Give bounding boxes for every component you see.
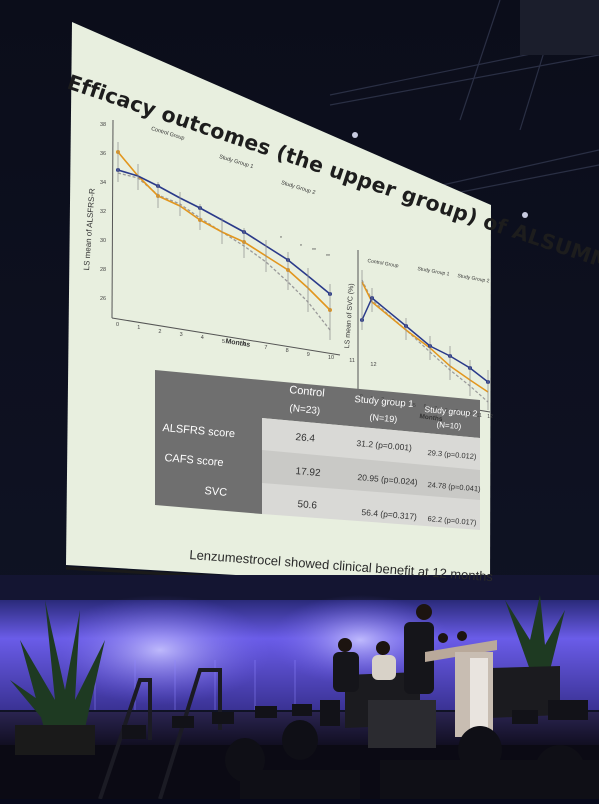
right-x-tick: 0 [360,394,363,400]
stair-rails [98,668,222,800]
svg-text:*: * [300,244,302,250]
panelist-back [457,631,467,641]
panelist-back [438,633,448,643]
svg-text:**: ** [312,248,316,254]
table-cell-control: 17.92 [295,466,321,480]
ceiling-light [522,212,528,218]
panel-table-right [490,666,560,718]
results-table [155,370,480,530]
left-error-bars [117,142,331,340]
left-x-tick: 12 [370,361,377,368]
left-x-tick: 4 [200,335,204,342]
left-chart-y-axis [111,119,114,319]
left-y-tick: 26 [100,296,107,302]
right-x-tick: 8 [444,407,448,414]
right-x-tick: 12 [487,414,493,421]
right-x-tick: 3 [391,399,395,406]
left-x-tick: 1 [137,325,141,332]
left-x-tick: 11 [349,358,355,365]
left-y-tick: 36 [100,151,107,157]
left-y-tick: 34 [100,180,107,186]
right-x-tick: 1 [370,395,374,402]
panelist-left [333,638,359,692]
confidence-monitor [368,700,436,748]
left-x-tick: 8 [285,348,289,355]
left-x-tick: 5 [222,338,226,345]
stage-lights [122,700,588,739]
podium [425,640,497,737]
plant-pot [15,725,95,755]
table-cell-control: 50.6 [297,499,318,512]
left-x-tick: 9 [306,351,310,358]
table-header-row [262,380,480,438]
table-label-column [155,370,262,514]
ceiling-panel [520,0,599,55]
table-stripe [262,450,480,500]
left-y-tick: 38 [100,122,107,128]
right-x-tick: 7 [434,405,437,412]
right-x-tick: 11 [476,412,482,419]
ceiling-light [352,132,358,138]
left-x-tick: 0 [116,322,120,328]
right-x-tick: 5 [413,402,416,409]
panelist-woman [372,641,396,680]
table-cell-control: 26.4 [295,432,316,445]
right-x-tick: 2 [381,397,384,404]
left-sig-markers: ****** [280,236,330,260]
left-y-tick: 30 [100,238,107,244]
left-x-tick: 6 [243,341,247,348]
table-row-label: SVC [203,485,228,499]
right-x-tick: 9 [455,409,459,416]
left-x-tick: 10 [328,355,335,361]
right-x-tick: 10 [466,411,472,417]
svg-text:*: * [280,236,282,242]
right-error-bars [361,270,489,410]
speaker [404,604,434,694]
right-x-tick: 4 [402,400,406,407]
left-x-tick: 7 [264,345,268,352]
right-x-tick: 6 [423,404,427,411]
left-x-tick: 2 [158,328,162,335]
left-y-tick: 28 [100,267,107,273]
left-chart-x-axis [111,317,341,356]
right-plant [505,595,565,670]
left-chart: ****** [111,119,341,356]
audience-heads [225,720,599,799]
svg-text:**: ** [326,254,330,260]
left-y-tick: 32 [100,209,107,215]
left-x-tick: 3 [179,331,183,338]
